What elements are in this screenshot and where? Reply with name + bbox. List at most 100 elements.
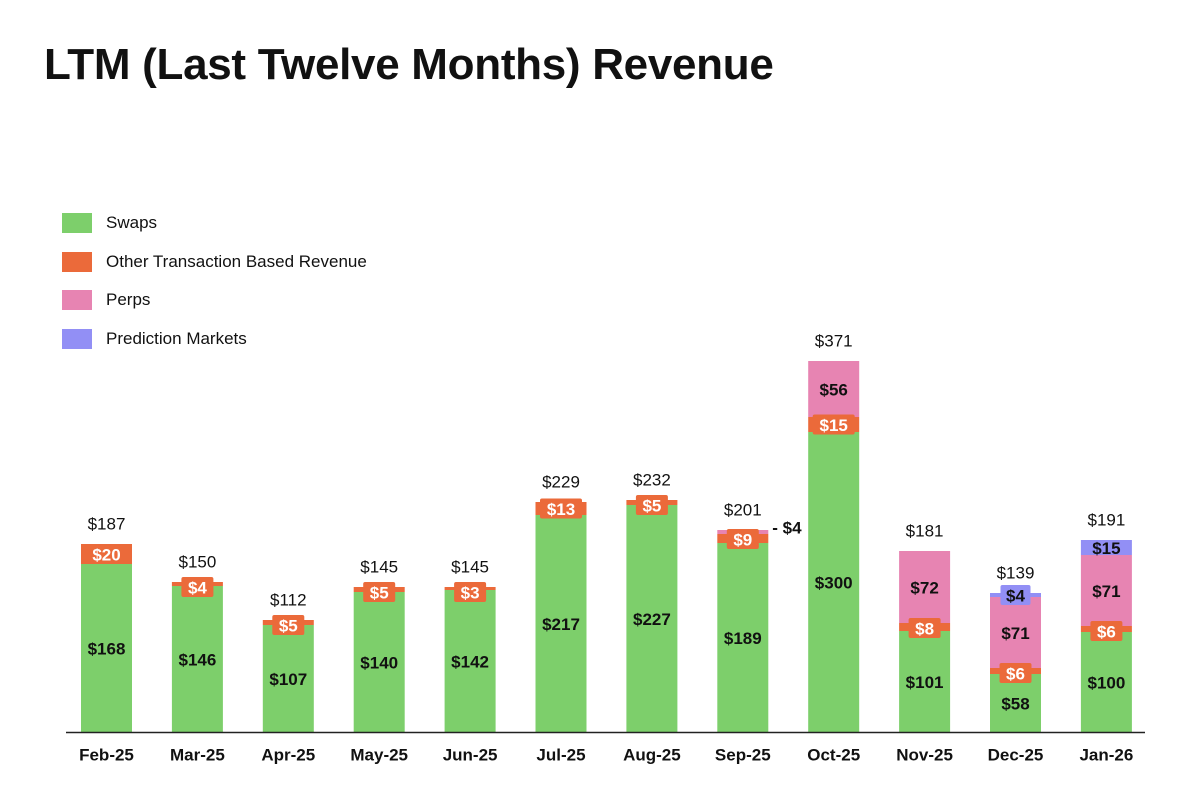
- x-tick-label-may-25: May-25: [350, 746, 408, 765]
- data-label-swaps-jan-26: $100: [1087, 674, 1125, 693]
- data-label-swaps-jul-25: $217: [542, 615, 580, 634]
- data-label-perps-nov-25: $72: [910, 579, 938, 598]
- total-label-apr-25: $112: [270, 591, 307, 610]
- bar-swaps-oct-25: [808, 432, 860, 732]
- label-badge-mar-25: [181, 577, 214, 597]
- total-label-sep-25: $201: [724, 501, 762, 520]
- x-tick-label-jan-26: Jan-26: [1079, 746, 1133, 765]
- legend-label-prediction-markets: Prediction Markets: [106, 328, 247, 348]
- bar-perps-jan-26: [1080, 555, 1132, 626]
- label-badge-jun-25: [454, 582, 487, 602]
- legend-swatch-other-transaction: [62, 251, 92, 272]
- total-label-feb-25: $187: [88, 515, 126, 534]
- data-label-other-transaction-based-revenue-jul-25: $13: [547, 500, 575, 519]
- total-label-jun-25: $145: [451, 558, 489, 577]
- legend-label-swaps: Swaps: [106, 213, 158, 232]
- bar-swaps-jan-26: [1080, 632, 1132, 732]
- bar-swaps-dec-25: [990, 674, 1041, 732]
- label-badge-may-25: [363, 582, 396, 602]
- total-label-jul-25: $229: [542, 473, 580, 492]
- x-tick-label-apr-25: Apr-25: [261, 746, 315, 765]
- label-badge-nov-25: [908, 618, 941, 638]
- data-label-swaps-feb-25: $168: [88, 640, 126, 659]
- label-badge-jan-26: [1090, 621, 1123, 641]
- x-tick-label-nov-25: Nov-25: [896, 746, 953, 765]
- bar-prediction-markets-jan-26: [1080, 540, 1132, 555]
- label-badge-prediction-dec-25: [1000, 585, 1031, 605]
- chart-title: LTM (Last Twelve Months) Revenue: [44, 40, 774, 89]
- label-badge-apr-25: [272, 615, 305, 635]
- total-label-mar-25: $150: [178, 553, 216, 572]
- data-label-swaps-may-25: $140: [360, 654, 398, 673]
- total-label-oct-25: $371: [815, 332, 853, 351]
- x-tick-label-dec-25: Dec-25: [988, 746, 1044, 765]
- legend-swatch-swaps: [62, 213, 92, 233]
- bar-swaps-aug-25: [626, 505, 678, 732]
- label-badge-oct-25: [812, 414, 855, 435]
- bar-perps-dec-25: [990, 597, 1041, 668]
- legend-swatch-prediction-markets: [62, 328, 92, 349]
- label-badge-feb-25: [85, 544, 128, 564]
- data-label-swaps-apr-25: $107: [269, 670, 307, 689]
- legend-item-swaps: Swaps: [62, 210, 367, 236]
- bar-swaps-may-25: [353, 592, 405, 732]
- data-label-other-transaction-based-revenue-may-25: $5: [370, 584, 389, 603]
- label-badge-jul-25: [540, 498, 582, 519]
- data-label-swaps-oct-25: $300: [815, 574, 853, 593]
- data-label-other-transaction-based-revenue-jan-26: $6: [1097, 623, 1116, 642]
- data-label-other-transaction-based-revenue-jun-25: $3: [461, 584, 480, 603]
- x-tick-label-sep-25: Sep-25: [715, 746, 771, 765]
- legend-item-other-transaction: Other Transaction Based Revenue: [62, 249, 367, 275]
- bar-swaps-feb-25: [81, 564, 132, 732]
- legend-swatch-perps: [62, 290, 92, 310]
- x-tick-label-jun-25: Jun-25: [443, 746, 498, 765]
- legend: Swaps Other Transaction Based Revenue Pe…: [62, 210, 367, 364]
- data-label-other-transaction-based-revenue-apr-25: $5: [279, 617, 298, 636]
- x-tick-label-aug-25: Aug-25: [623, 746, 681, 765]
- x-tick-label-mar-25: Mar-25: [170, 746, 225, 765]
- data-label-swaps-nov-25: $101: [906, 673, 944, 692]
- x-tick-label-feb-25: Feb-25: [79, 746, 134, 765]
- data-label-perps-jan-26: $71: [1092, 582, 1120, 601]
- bar-perps-oct-25: [808, 361, 860, 417]
- total-label-jan-26: $191: [1087, 511, 1125, 530]
- data-label-other-transaction-based-revenue-feb-25: $20: [92, 546, 120, 565]
- data-label-other-transaction-based-revenue-mar-25: $4: [188, 579, 207, 598]
- bar-swaps-jun-25: [444, 590, 496, 732]
- data-label-prediction-markets-jan-26: $15: [1092, 539, 1120, 558]
- data-label-other-transaction-based-revenue-nov-25: $8: [915, 620, 934, 639]
- data-label-other-transaction-based-revenue-dec-25: $6: [1006, 665, 1025, 684]
- data-label-other-transaction-based-revenue-aug-25: $5: [642, 497, 661, 516]
- data-label-swaps-aug-25: $227: [633, 610, 671, 629]
- legend-label-other-transaction: Other Transaction Based Revenue: [106, 251, 367, 271]
- label-badge-aug-25: [635, 495, 668, 515]
- data-label-other-transaction-based-revenue-oct-25: $15: [820, 416, 848, 435]
- total-label-nov-25: $181: [906, 522, 944, 541]
- label-badge-dec-25: [999, 663, 1032, 683]
- label-badge-sep-25: [726, 529, 759, 549]
- data-label-perps-oct-25: $56: [820, 381, 848, 400]
- legend-label-perps: Perps: [106, 290, 151, 309]
- bar-swaps-nov-25: [899, 631, 951, 732]
- data-label-other-transaction-based-revenue-sep-25: $9: [733, 531, 752, 550]
- data-label-perps-sep-25: - $4: [772, 519, 802, 538]
- bar-swaps-sep-25: [717, 543, 769, 732]
- data-label-swaps-jun-25: $142: [451, 653, 489, 672]
- total-label-dec-25: $139: [997, 564, 1035, 583]
- bar-perps-nov-25: [899, 551, 951, 623]
- bar-swaps-mar-25: [171, 586, 223, 732]
- legend-item-prediction-markets: Prediction Markets: [62, 326, 367, 352]
- bar-swaps-jul-25: [535, 515, 587, 732]
- legend-item-perps: Perps: [62, 287, 367, 313]
- total-label-may-25: $145: [360, 558, 398, 577]
- data-label-prediction-markets-dec-25: $4: [1006, 587, 1025, 606]
- x-tick-label-jul-25: Jul-25: [536, 746, 585, 765]
- data-label-perps-dec-25: $71: [1001, 624, 1029, 643]
- data-label-swaps-mar-25: $146: [178, 651, 216, 670]
- data-label-swaps-sep-25: $189: [724, 629, 762, 648]
- data-label-swaps-dec-25: $58: [1001, 695, 1029, 714]
- x-tick-label-oct-25: Oct-25: [807, 746, 860, 765]
- total-label-aug-25: $232: [633, 471, 671, 490]
- bar-swaps-apr-25: [262, 625, 314, 732]
